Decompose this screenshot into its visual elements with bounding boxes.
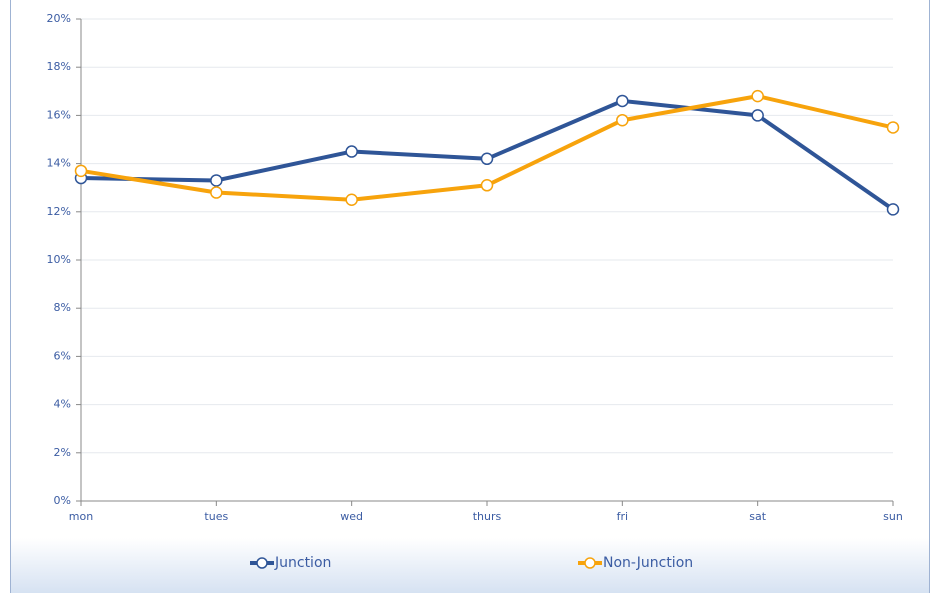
x-tick-label: tues <box>204 510 228 523</box>
y-tick-label: 4% <box>54 398 71 411</box>
data-point <box>751 89 764 103</box>
x-tick-label: fri <box>617 510 628 523</box>
x-tick-label: mon <box>69 510 93 523</box>
y-tick-label: 18% <box>47 60 71 73</box>
legend-label: Junction <box>274 555 331 571</box>
legend-label: Non-Junction <box>603 555 693 571</box>
y-tick-label: 20% <box>47 12 71 25</box>
data-point <box>345 145 358 158</box>
data-point <box>616 113 629 127</box>
y-tick-label: 8% <box>54 301 71 314</box>
data-point <box>480 179 494 192</box>
frame <box>10 0 930 593</box>
legend-panel <box>11 538 929 593</box>
data-point <box>886 203 900 216</box>
y-tick-label: 16% <box>47 108 71 121</box>
x-tick-label: sun <box>883 510 903 523</box>
data-point <box>210 186 223 199</box>
data-point <box>74 164 88 178</box>
data-point <box>886 121 900 134</box>
y-tick-label: 10% <box>47 253 71 266</box>
data-point <box>616 94 629 108</box>
x-tick-label: sat <box>749 510 766 523</box>
y-tick-label: 2% <box>54 446 71 459</box>
y-tick-label: 14% <box>47 157 71 170</box>
y-tick-label: 0% <box>54 494 71 507</box>
legend-marker <box>584 557 596 569</box>
y-tick-label: 12% <box>47 205 71 218</box>
data-point <box>345 193 358 206</box>
data-point <box>210 174 223 187</box>
data-point <box>751 109 764 122</box>
data-point <box>480 152 494 166</box>
y-tick-label: 6% <box>54 349 71 362</box>
x-tick-label: thurs <box>473 510 502 523</box>
legend-marker <box>256 557 268 569</box>
x-tick-label: wed <box>340 510 363 523</box>
